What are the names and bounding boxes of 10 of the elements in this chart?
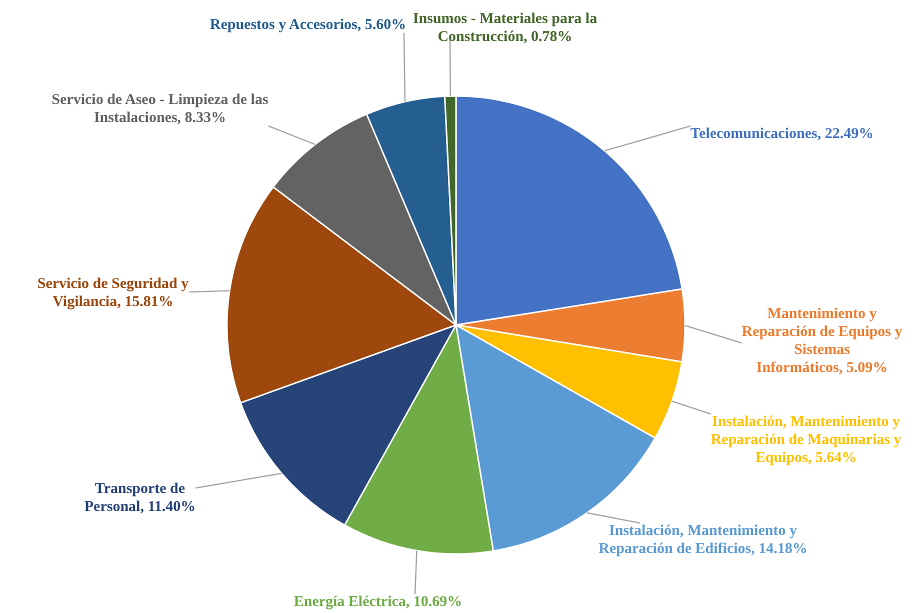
slice-label: Insumos - Materiales para la Construcción, 0.78% — [412, 11, 598, 45]
slice-label: Transporte de Personal, 11.40% — [84, 481, 196, 515]
slice-label: Servicio de Aseo - Limpieza de las Instalaciones, 8.33% — [52, 92, 268, 126]
slice-label: Mantenimiento y Reparación de Equipos y Sistemas Informáticos, 5.09% — [742, 306, 903, 376]
slice-label: Telecomunicaciones, 22.49% — [690, 126, 874, 142]
slice-label: Servicio de Seguridad y Vigilancia, 15.81% — [37, 276, 190, 310]
slice-label: Repuestos y Accesorios, 5.60% — [210, 17, 406, 33]
slice-label: Energía Eléctrica, 10.69% — [294, 594, 462, 610]
slice-label: Instalación, Mantenimiento y Reparación de Maquinarias y Equipos, 5.64% — [710, 414, 902, 466]
slice-label: Instalación, Mantenimiento y Reparación de Edificios, 14.18% — [598, 523, 808, 557]
